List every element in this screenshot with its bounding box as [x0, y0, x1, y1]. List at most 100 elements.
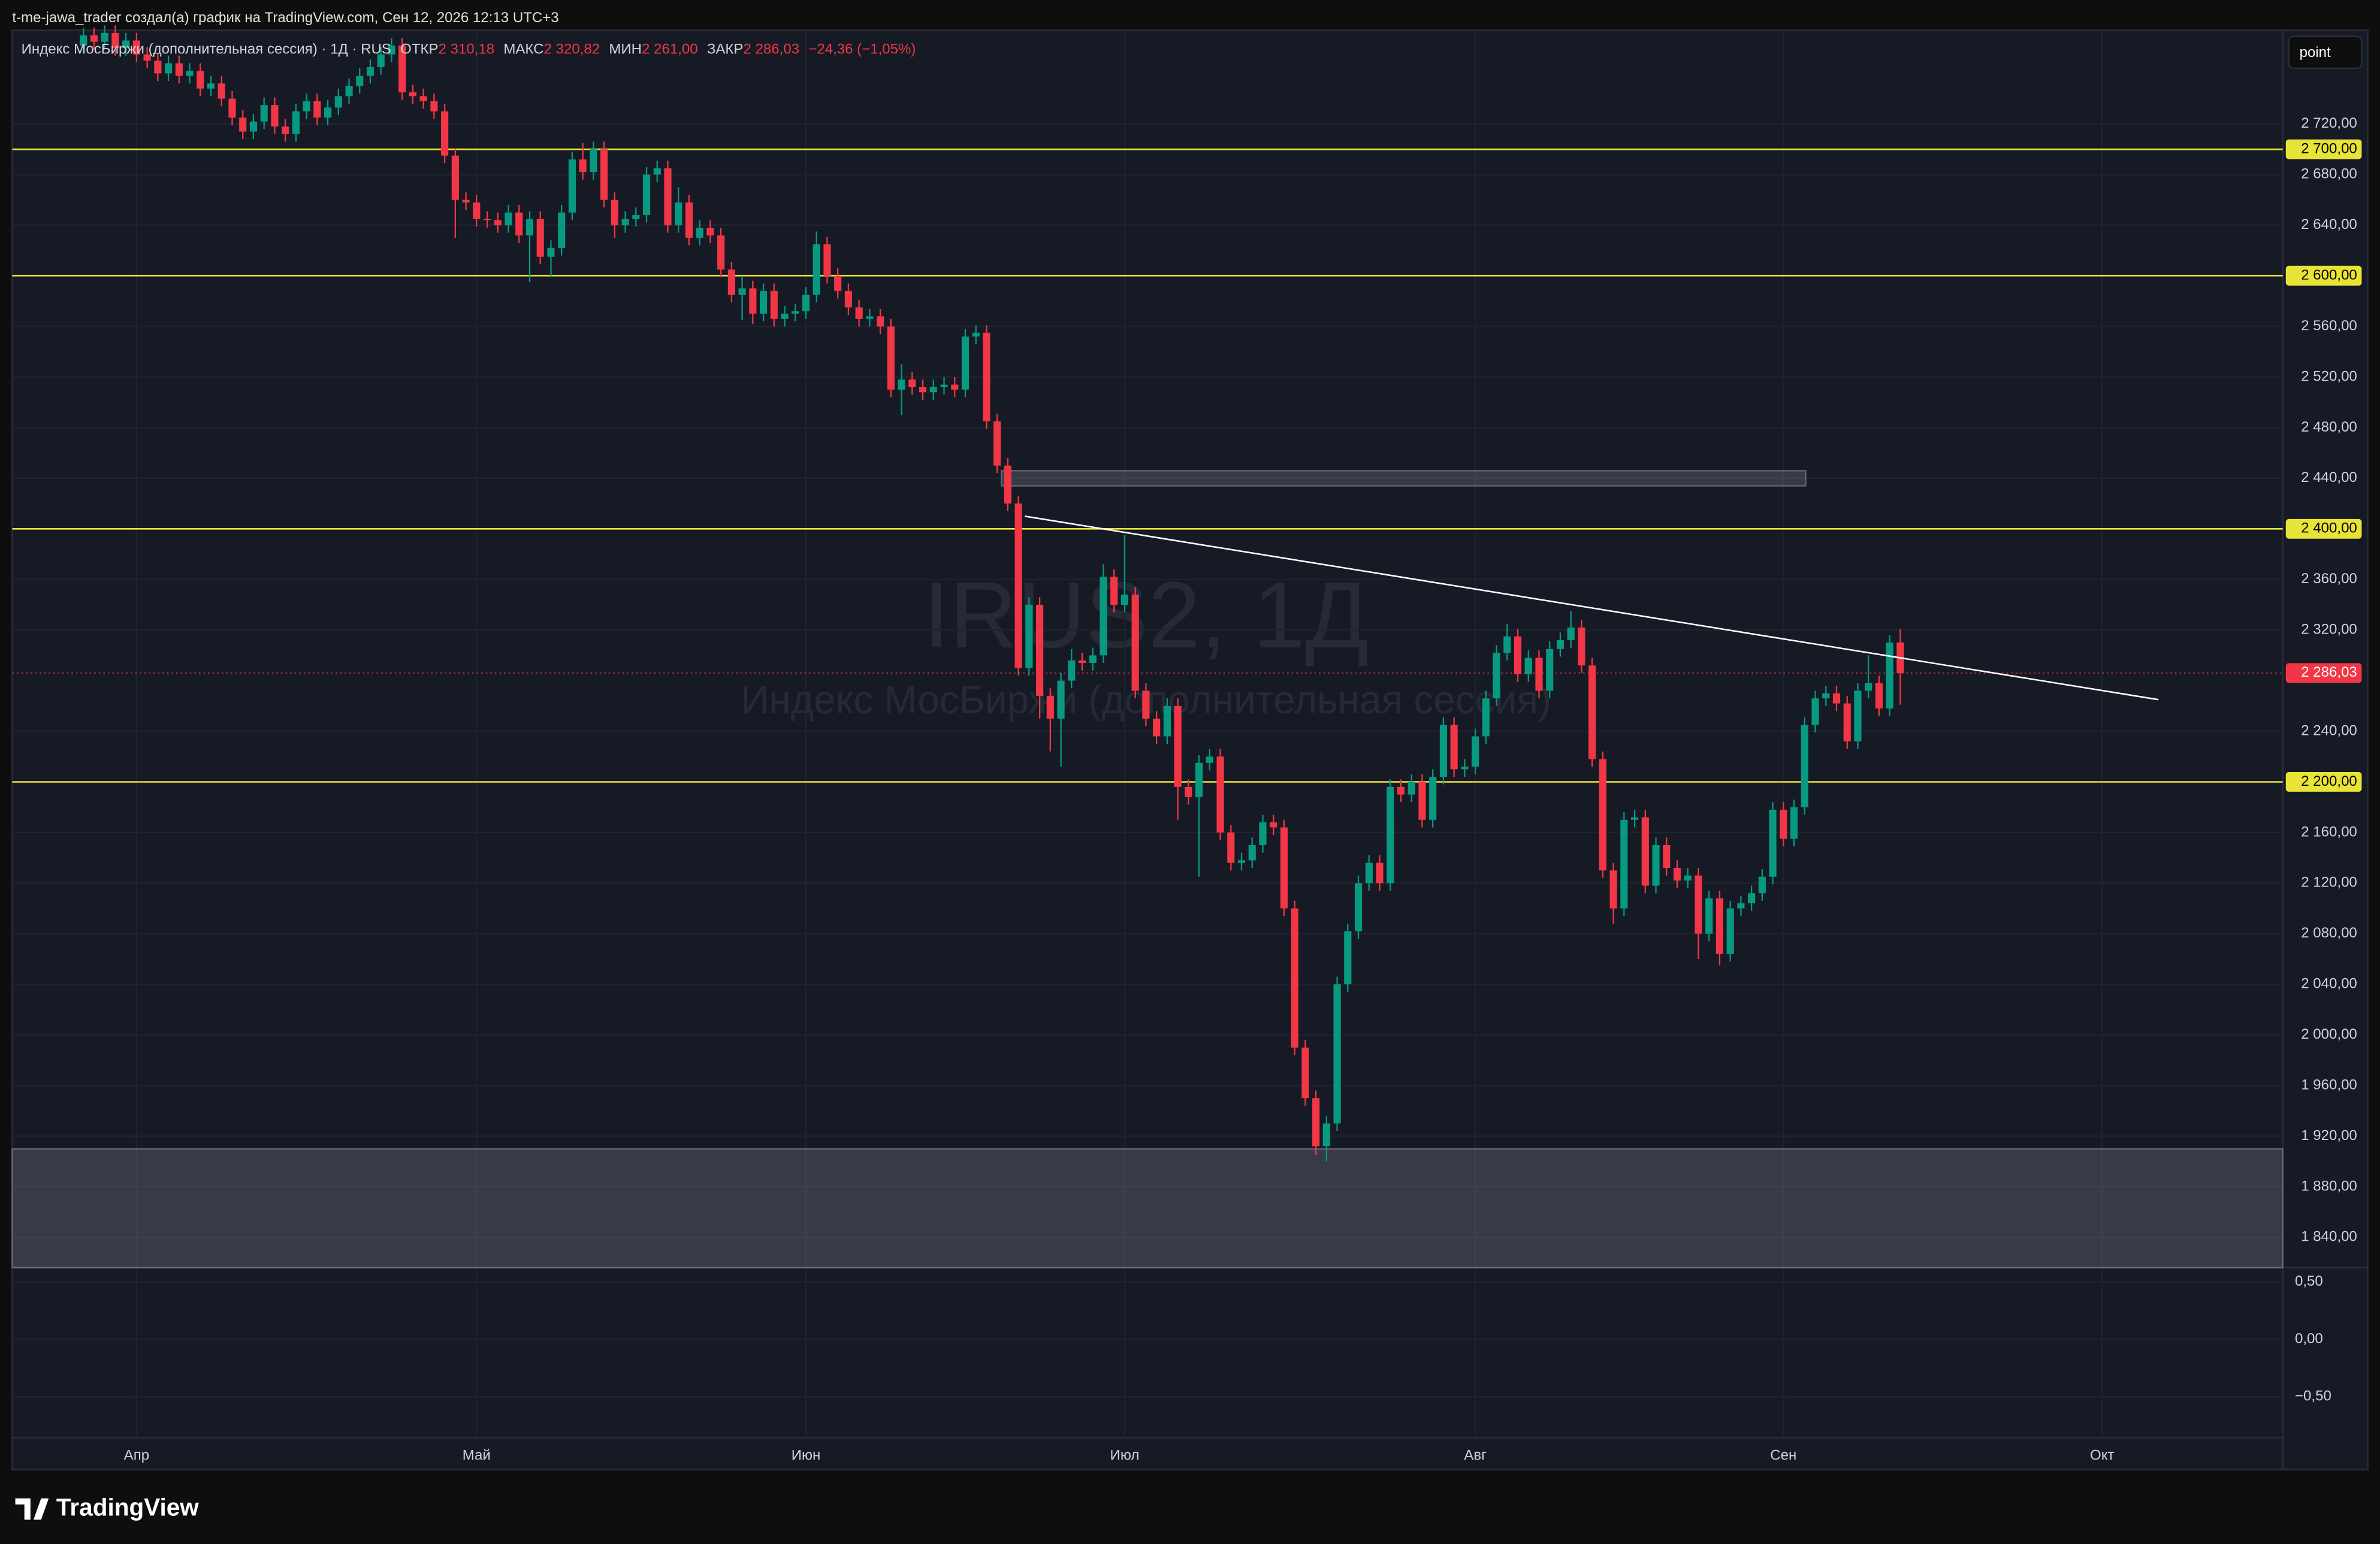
x-tick-label: Июн: [792, 1447, 821, 1463]
candle-body: [770, 291, 778, 319]
candle-body: [1057, 680, 1065, 719]
candle-body: [823, 244, 831, 276]
candle-body: [441, 111, 449, 156]
candle-body: [1832, 693, 1841, 704]
candle-body: [1163, 705, 1171, 737]
candle-body: [1142, 690, 1150, 719]
candle-body: [1695, 875, 1702, 934]
y-tick-label: 2 240,00: [2301, 722, 2357, 738]
candle-body: [292, 111, 300, 134]
legend-change: −24,36 (−1,05%): [808, 41, 916, 58]
candle-body: [165, 63, 173, 74]
legend-symbol: Индекс МосБиржи (дополнительная сессия) …: [22, 41, 391, 58]
candle-body: [1344, 931, 1352, 985]
candle-body: [1705, 898, 1713, 934]
candle-body: [642, 174, 651, 215]
point-button[interactable]: point: [2288, 35, 2363, 70]
candle-body: [1609, 870, 1617, 909]
candle-body: [1482, 698, 1490, 737]
candle-body: [1663, 845, 1671, 868]
candle-body: [345, 86, 353, 96]
candle-body: [1248, 845, 1256, 861]
candle-body: [218, 83, 225, 99]
candle-body: [1195, 762, 1203, 797]
y-tick-label: 2 360,00: [2301, 571, 2357, 587]
candle-body: [80, 35, 87, 46]
candle-body: [866, 316, 874, 319]
legend: Индекс МосБиржи (дополнительная сессия) …: [22, 41, 916, 58]
candle-body: [951, 384, 959, 390]
candle-body: [505, 212, 512, 225]
candle-body: [313, 101, 321, 118]
level-label-box: [2285, 139, 2362, 159]
button-frame[interactable]: [2288, 35, 2363, 70]
candle-body: [727, 269, 735, 295]
y-tick-label: 2 640,00: [2301, 216, 2357, 233]
candle-body: [877, 316, 884, 327]
candle-body: [983, 333, 990, 421]
candle-body: [1174, 705, 1182, 787]
candle-body: [1726, 908, 1734, 954]
candle-body: [1110, 577, 1118, 605]
candle-body: [1461, 767, 1469, 770]
candle-body: [154, 61, 162, 74]
x-tick-label: Май: [463, 1447, 491, 1463]
button-label[interactable]: point: [2300, 44, 2331, 61]
candle-body: [1524, 658, 1532, 675]
candle-body: [1376, 863, 1384, 883]
candle-body: [1854, 690, 1862, 741]
candle-body: [717, 235, 725, 270]
candle-body: [1503, 636, 1511, 653]
candle-body: [579, 159, 587, 173]
candle-body: [419, 96, 427, 101]
candle-body: [1439, 725, 1447, 777]
candle-body: [621, 219, 629, 225]
y-tick-label: 2 320,00: [2301, 622, 2357, 638]
candle-body: [398, 45, 406, 93]
candle-body: [834, 276, 842, 291]
y-tick-label: 2 000,00: [2301, 1026, 2357, 1042]
candle-body: [494, 220, 502, 225]
candle-body: [759, 291, 768, 314]
candle-body: [1291, 908, 1298, 1048]
candle-body: [1429, 777, 1437, 820]
candle-body: [1790, 807, 1798, 839]
candle-body: [1185, 786, 1192, 797]
level-label: 2 200,00: [2301, 773, 2357, 789]
zone: [1000, 469, 1807, 487]
candle-body: [239, 117, 247, 132]
candle-body: [1673, 867, 1681, 881]
candle-body: [844, 291, 853, 307]
candle-body: [122, 40, 130, 49]
candle-body: [377, 54, 385, 67]
candle-body: [696, 227, 703, 238]
candle-body: [1397, 786, 1405, 795]
candle-body: [1046, 695, 1054, 719]
candle-body: [1227, 832, 1235, 863]
trend-line: [1025, 515, 2159, 701]
candle-body: [813, 244, 820, 295]
candle-body: [1588, 665, 1596, 759]
candle-body: [802, 294, 810, 312]
candle-body: [632, 215, 640, 219]
candle-body: [260, 105, 268, 122]
candle-body: [664, 168, 672, 225]
y-tick-label: 2 680,00: [2301, 166, 2357, 182]
legend-label: ОТКР: [400, 41, 438, 58]
level-label-box: [2285, 518, 2362, 539]
y-tick-label: 2 040,00: [2301, 976, 2357, 992]
y-tick-label: 2 720,00: [2301, 115, 2357, 131]
y-tick-label: 2 520,00: [2301, 368, 2357, 384]
candle-body: [919, 387, 927, 393]
candle-body: [685, 202, 693, 238]
level-label-box: [2285, 266, 2362, 286]
candle-body: [1237, 860, 1246, 863]
candle-body: [675, 202, 682, 225]
candle-body: [430, 101, 438, 111]
y-tick-label: 1 920,00: [2301, 1127, 2357, 1144]
candle-body: [1737, 903, 1745, 909]
candle-body: [1312, 1098, 1320, 1147]
candle-body: [1450, 725, 1458, 770]
candle-body: [908, 379, 916, 387]
